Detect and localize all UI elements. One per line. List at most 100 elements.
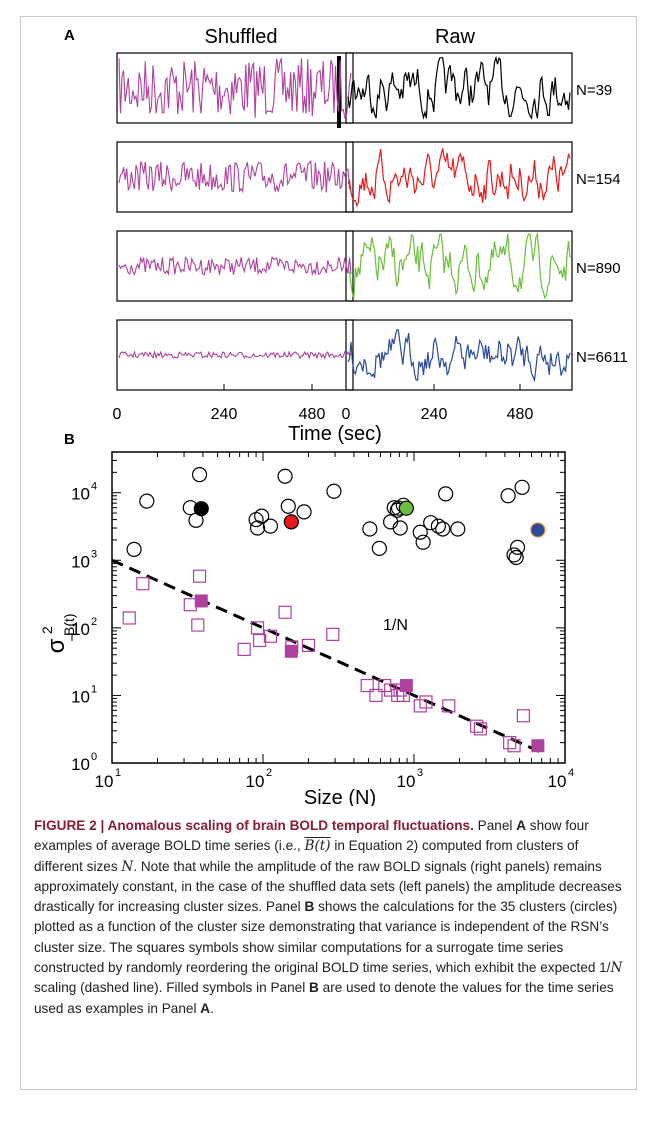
shuffled-tick-480: 480 [299, 406, 326, 423]
figure-caption: FIGURE 2 | Anomalous scaling of brain BO… [34, 816, 626, 1019]
shuffled-variance-point [253, 633, 267, 648]
panel-a: N=39 N=154 N=890 N=6611 [116, 52, 628, 391]
raw-variance-point [262, 518, 279, 534]
x-tick-label: 10 [95, 772, 114, 791]
shuffled-variance-point [278, 605, 292, 619]
caption-text-5: shows the calculations for the 35 cluste… [34, 899, 618, 976]
caption-math-n: N [121, 858, 134, 875]
caption-text-6: scaling (dashed line). Filled symbols in… [34, 980, 310, 996]
highlighted-shuffled-point [284, 644, 298, 658]
raw-panel-box [345, 52, 573, 124]
raw-variance-point [277, 468, 293, 484]
cluster-size-label: N=154 [576, 171, 621, 188]
y-tick-exponent: 1 [91, 683, 97, 695]
highlighted-raw-point [530, 522, 546, 538]
raw-tick-240: 240 [421, 406, 448, 423]
y-tick-exponent: 0 [91, 751, 97, 763]
raw-variance-point [450, 521, 466, 537]
raw-variance-point [412, 524, 428, 540]
x-tick-exponent: 4 [568, 767, 574, 779]
x-tick-label: 10 [397, 772, 416, 791]
y-tick-label: 10 [71, 755, 90, 774]
shuffled-variance-point [419, 695, 433, 709]
y-tick-label: 10 [71, 552, 90, 571]
raw-variance-point [506, 547, 522, 563]
caption-math-n2: N [610, 960, 623, 977]
raw-variance-point [326, 483, 342, 499]
shuffled-variance-point [326, 627, 340, 641]
shuffled-tick-240: 240 [211, 406, 238, 423]
raw-variance-point [438, 486, 454, 502]
shuffled-variance-point [442, 699, 456, 713]
shuffled-variance-point [507, 739, 521, 753]
raw-variance-point [139, 493, 155, 509]
raw-variance-point [126, 541, 142, 557]
shuffled-variance-point [237, 642, 251, 656]
raw-tick-480: 480 [507, 406, 534, 423]
raw-variance-point [514, 479, 530, 495]
caption-ref-a: A [516, 818, 527, 833]
figure-frame [20, 16, 637, 1090]
x-tick-exponent: 2 [266, 767, 272, 779]
panel-b-ylabel: σ 2 B(t) [39, 613, 77, 653]
raw-variance-point [508, 549, 524, 566]
ylabel-sigma: σ [43, 638, 70, 653]
shuffled-trace [118, 160, 352, 194]
raw-variance-point [362, 521, 378, 537]
highlighted-raw-point [283, 514, 299, 530]
y-tick-exponent: 4 [91, 481, 97, 493]
shuffled-trace [118, 255, 352, 277]
raw-variance-point [430, 518, 446, 534]
cluster-size-label: N=890 [576, 260, 621, 277]
x-tick-exponent: 1 [115, 767, 121, 779]
y-tick-exponent: 2 [91, 616, 97, 628]
shuffled-variance-point [183, 598, 197, 612]
shuffled-variance-point [263, 629, 278, 643]
raw-variance-point [500, 488, 516, 504]
plot-frame [111, 451, 566, 764]
y-tick-label: 10 [71, 687, 90, 706]
cluster-size-label: N=39 [576, 82, 612, 99]
shuffled-panel-box [116, 230, 354, 302]
shuffled-variance-point [473, 722, 487, 736]
highlighted-shuffled-point [194, 594, 208, 608]
raw-variance-point [509, 539, 526, 556]
y-tick-exponent: 3 [91, 548, 97, 560]
shuffled-variance-point [503, 736, 517, 750]
curve-label: 1/N [383, 617, 408, 634]
shuffled-variance-point [516, 709, 530, 723]
caption-math-bt: B(t) [304, 838, 331, 855]
highlighted-shuffled-point [531, 739, 545, 753]
raw-trace [347, 55, 571, 120]
caption-ref-b2: B [309, 980, 319, 996]
caption-text-3: in Equation 2) computed from clusters of… [34, 838, 579, 874]
shuffled-title: Shuffled [204, 26, 277, 48]
shuffled-variance-point [301, 638, 316, 652]
highlighted-shuffled-point [399, 679, 413, 693]
y-tick-label: 10 [71, 620, 90, 639]
caption-ref-b: B [304, 899, 315, 915]
cluster-size-label: N=6611 [576, 349, 628, 366]
raw-variance-point [423, 515, 439, 531]
raw-variance-point [296, 504, 312, 520]
caption-text-4: . Note that while the amplitude of the r… [34, 858, 622, 915]
raw-variance-point [371, 540, 387, 556]
ylabel-sub: B(t) [61, 613, 77, 636]
shuffled-variance-point [384, 683, 398, 697]
shuffled-trace [118, 349, 352, 360]
raw-variance-point [415, 534, 431, 550]
shuffled-trace [118, 58, 352, 119]
x-tick-label: 10 [548, 772, 567, 791]
caption-ref-a2: A [200, 1000, 211, 1016]
highlighted-raw-point [193, 501, 209, 517]
panel-a-label: A [64, 27, 75, 44]
scaling-line-1-over-n [111, 558, 543, 754]
shuffled-tick-0: 0 [113, 406, 122, 423]
shuffled-variance-point [369, 688, 383, 703]
caption-text-7: are used to denote the values for the ti… [34, 980, 614, 1016]
raw-variance-point [435, 521, 451, 537]
shuffled-variance-point [122, 611, 136, 625]
y-tick-label: 10 [71, 485, 90, 504]
caption-title: FIGURE 2 | Anomalous scaling of brain BO… [34, 818, 474, 833]
